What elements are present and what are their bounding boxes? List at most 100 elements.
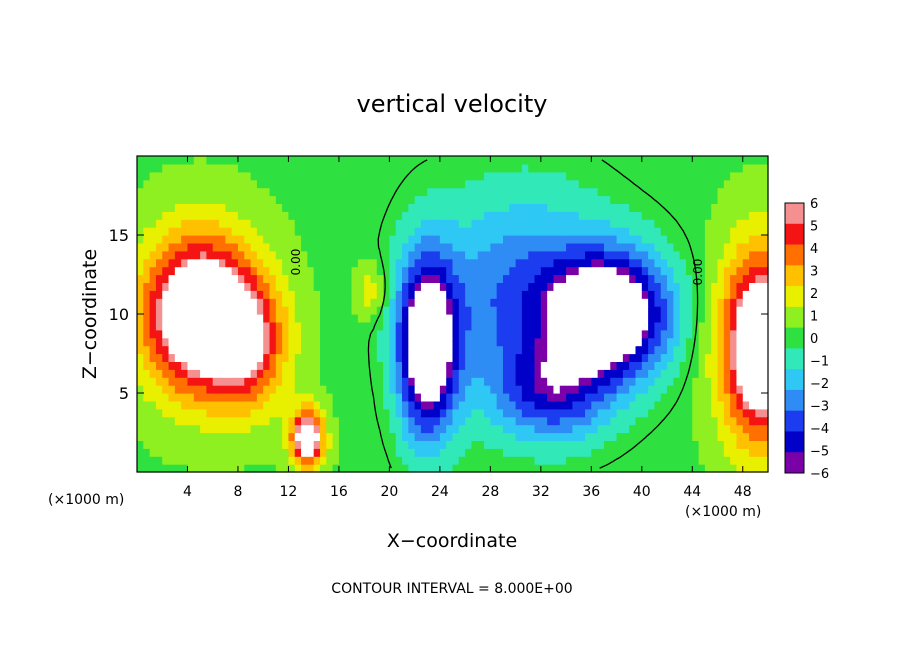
heatmap-cell [200,464,208,473]
heatmap-cell [610,195,618,204]
heatmap-cell [458,227,466,236]
heatmap-cell [515,156,523,165]
heatmap-cell [439,219,447,228]
heatmap-cell [307,195,315,204]
heatmap-cell [319,448,327,457]
heatmap-cell [181,274,189,283]
heatmap-cell [667,361,674,370]
heatmap-cell [496,361,504,370]
heatmap-cell [521,448,529,457]
heatmap-cell [585,211,592,220]
heatmap-cell [237,298,245,307]
heatmap-cell [610,464,618,473]
heatmap-cell [143,361,151,370]
heatmap-cell [585,321,592,331]
heatmap-cell [572,203,580,212]
heatmap-cell [155,377,163,386]
heatmap-cell [679,456,687,465]
heatmap-cell [294,424,302,434]
heatmap-cell [294,337,302,347]
heatmap-cell [616,464,624,473]
heatmap-cell [294,219,302,228]
heatmap-cell [616,227,624,236]
heatmap-cell [395,211,403,220]
heatmap-cell [275,400,283,410]
heatmap-cell [294,163,302,173]
heatmap-cell [408,250,416,260]
heatmap-cell [439,361,447,370]
heatmap-cell [162,250,170,260]
heatmap-cell [219,393,226,402]
heatmap-cell [711,242,719,252]
heatmap-cell [641,432,649,441]
heatmap-cell [685,393,693,402]
heatmap-cell [654,369,662,378]
heatmap-cell [301,353,308,362]
heatmap-cell [376,242,384,252]
heatmap-cell [496,306,504,315]
heatmap-cell [685,353,693,362]
heatmap-cell [610,235,618,244]
heatmap-cell [660,424,668,434]
heatmap-cell [704,211,712,220]
heatmap-cell [433,242,441,252]
heatmap-cell [402,298,409,307]
heatmap-cell [458,219,466,228]
heatmap-cell [711,440,719,449]
heatmap-cell [307,393,315,402]
heatmap-cell [206,432,214,441]
heatmap-cell [603,361,611,370]
heatmap-cell [566,456,573,465]
heatmap-cell [446,456,454,465]
heatmap-cell [534,266,542,276]
heatmap-cell [231,258,239,268]
heatmap-cell [711,187,719,197]
heatmap-cell [200,203,208,212]
heatmap-cell [414,306,422,315]
heatmap-cell [755,219,763,228]
heatmap-cell [528,440,536,449]
heatmap-cell [408,448,416,457]
heatmap-cell [269,416,277,426]
heatmap-cell [528,329,536,339]
heatmap-cell [477,203,485,212]
heatmap-cell [433,408,441,418]
heatmap-cell [742,203,750,212]
heatmap-cell [420,187,428,197]
heatmap-cell [452,242,460,252]
heatmap-cell [648,235,656,244]
heatmap-cell [749,432,756,441]
heatmap-cell [174,242,182,252]
heatmap-cell [212,274,220,283]
heatmap-cell [256,400,264,410]
heatmap-cell [319,274,327,283]
heatmap-cell [313,448,321,457]
heatmap-cell [723,464,731,473]
heatmap-cell [528,400,536,410]
heatmap-cell [256,195,264,204]
heatmap-cell [761,242,769,252]
heatmap-cell [446,314,454,323]
heatmap-cell [181,242,189,252]
heatmap-cell [383,321,390,331]
heatmap-cell [269,163,277,173]
heatmap-cell [502,337,510,347]
heatmap-cell [465,337,473,347]
heatmap-cell [282,187,290,197]
heatmap-cell [704,235,712,244]
heatmap-cell [446,290,454,299]
heatmap-cell [395,290,403,299]
heatmap-cell [704,385,712,394]
heatmap-cell [389,385,397,394]
heatmap-cell [181,377,189,386]
heatmap-cell [250,432,258,441]
heatmap-cell [338,385,346,394]
heatmap-cell [364,408,372,418]
heatmap-cell [420,353,428,362]
heatmap-cell [458,250,466,260]
heatmap-cell [679,250,687,260]
heatmap-cell [654,329,662,339]
heatmap-cell [711,195,719,204]
heatmap-cell [383,163,390,173]
heatmap-cell [452,298,460,307]
